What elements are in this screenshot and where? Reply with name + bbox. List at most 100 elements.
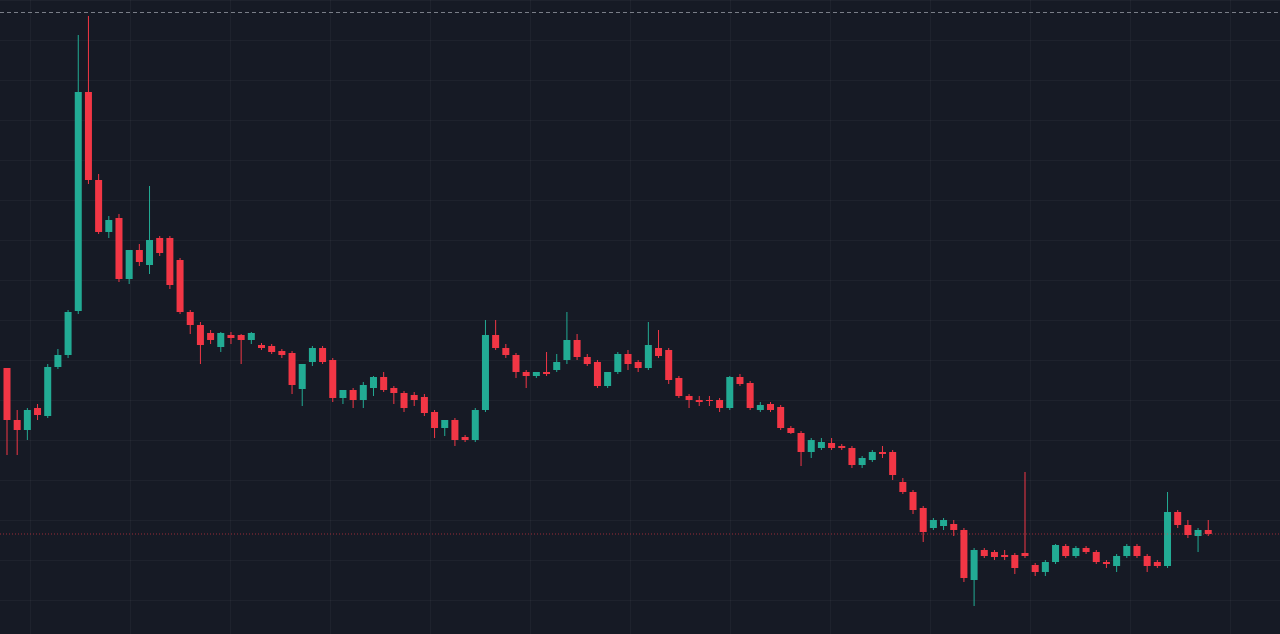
candle-body [685,396,693,400]
candle-body [105,220,113,232]
candle-body [369,377,377,388]
candle-body [451,420,459,440]
candle-body [23,410,31,430]
candle-body [532,372,540,376]
candle-body [410,395,418,400]
candle-body [614,354,622,372]
candle-body [1052,545,1060,562]
candle-body [583,357,591,364]
candle-body [247,333,255,340]
candle-body [838,446,846,448]
candle-body [960,530,968,578]
candle-body [319,348,327,362]
candle-body [919,508,927,532]
candle-body [237,335,245,340]
candle-body [746,383,754,408]
candle-body [624,354,632,364]
candle-body [634,362,642,368]
candle-body [1102,562,1110,564]
candle-body [268,346,276,352]
candle-body [1164,512,1172,566]
candle-body [1021,553,1029,556]
candle-body [899,482,907,492]
candle-body [695,400,703,402]
candle-body [481,335,489,410]
candle-body [940,520,948,526]
candle-body [502,348,510,355]
candle-body [1041,562,1049,572]
candle-body [675,378,683,396]
candle-body [593,362,601,386]
candle-body [217,333,225,347]
candle-body [787,428,795,433]
candle-body [278,351,286,355]
candle-body [817,442,825,448]
candle-body [339,390,347,398]
candle-body [308,348,316,362]
candle-body [1031,565,1039,572]
candle-body [1072,548,1080,556]
candle-body [492,335,500,348]
candle-body [471,410,479,440]
candle-body [573,340,581,357]
candle-body [777,407,785,428]
candle-body [797,433,805,452]
candle-body [1082,548,1090,552]
candle-body [461,437,469,440]
candle-body [298,364,306,389]
candle-body [1092,552,1100,562]
candle-body [655,348,663,356]
candle-body [1204,530,1212,534]
candle-body [329,360,337,398]
candle-body [950,524,958,530]
candle-body [349,390,357,400]
candle-body [543,372,551,374]
candle-body [848,448,856,465]
candle-body [1011,555,1019,568]
candle-body [1113,556,1121,566]
candle-body [726,377,734,408]
candle-body [878,452,886,454]
candle-body [1123,546,1131,556]
candle-body [665,350,673,380]
candle-body [186,312,194,325]
candle-body [288,353,296,385]
candle-body [176,260,184,312]
candle-body [929,520,937,528]
candle-body [431,412,439,428]
candle-body [1133,546,1141,556]
candle-body [441,420,449,428]
candle-body [64,312,72,355]
candle-body [74,92,82,311]
candle-body [380,377,388,390]
candle-body [512,355,520,372]
candle-body [1174,512,1182,525]
candle-body [34,408,42,415]
candle-body [716,400,724,408]
candle-body [553,362,561,370]
candle-body [563,340,571,360]
candle-body [227,335,235,338]
candle-body [1184,525,1192,535]
candle-body [522,372,530,376]
candle-body [1062,546,1070,556]
candle-body [3,368,11,420]
candle-body [1153,562,1161,566]
candle-body [970,550,978,580]
candle-body [990,552,998,557]
candle-body [644,345,652,368]
candle-body [1194,530,1202,536]
candle-body [207,333,215,340]
candle-body [1143,556,1151,566]
candle-body [166,238,174,285]
candle-body [359,385,367,400]
candle-body [868,452,876,460]
candle-body [156,238,164,253]
candle-body [135,250,143,262]
candle-body [889,452,897,475]
candle-body [1001,555,1009,557]
candle-body [400,393,408,408]
candle-body [196,325,204,345]
